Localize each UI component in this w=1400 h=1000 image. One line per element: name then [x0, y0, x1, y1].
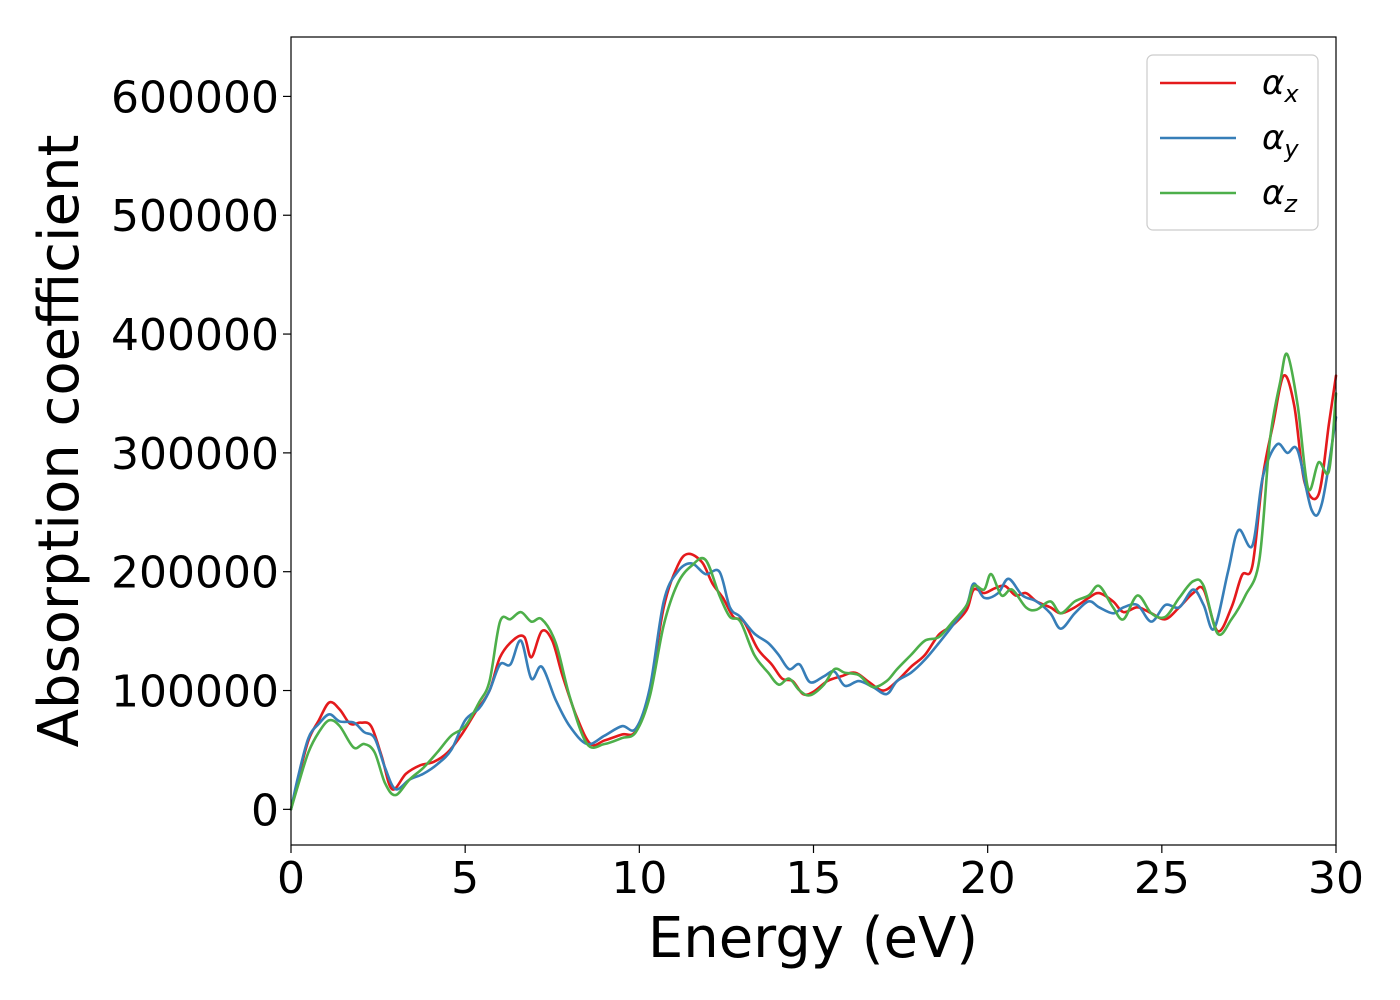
x-tick-label: 0	[277, 853, 305, 904]
y-tick-label: 0	[251, 785, 279, 836]
y-tick-label: 400000	[111, 310, 279, 361]
x-axis-label: Energy (eV)	[648, 906, 978, 971]
legend-label-y: αy	[1262, 118, 1299, 163]
legend-label-z: αz	[1262, 173, 1298, 218]
x-tick-label: 25	[1134, 853, 1190, 904]
x-tick-label: 20	[960, 853, 1016, 904]
legend: αx αy αz	[1146, 54, 1319, 231]
y-axis-ticks: 0 100000 200000 300000 400000 500000 600000	[111, 72, 291, 836]
y-tick-label: 300000	[111, 429, 279, 480]
x-tick-label: 30	[1308, 853, 1364, 904]
y-tick-label: 200000	[111, 548, 279, 599]
series-line-z	[289, 352, 1338, 811]
y-tick-label: 600000	[111, 72, 279, 123]
x-tick-label: 5	[451, 853, 479, 904]
legend-label-x: αx	[1262, 63, 1299, 108]
series-line-y	[289, 415, 1338, 811]
y-axis-label: Absorption coefficient	[27, 135, 92, 748]
legend-box	[1146, 54, 1319, 231]
y-tick-label: 100000	[111, 667, 279, 718]
x-tick-label: 10	[611, 853, 667, 904]
series-layer	[289, 352, 1338, 811]
y-tick-label: 500000	[111, 191, 279, 242]
x-axis-ticks: 0 5 10 15 20 25 30	[277, 845, 1364, 904]
x-tick-label: 15	[786, 853, 842, 904]
